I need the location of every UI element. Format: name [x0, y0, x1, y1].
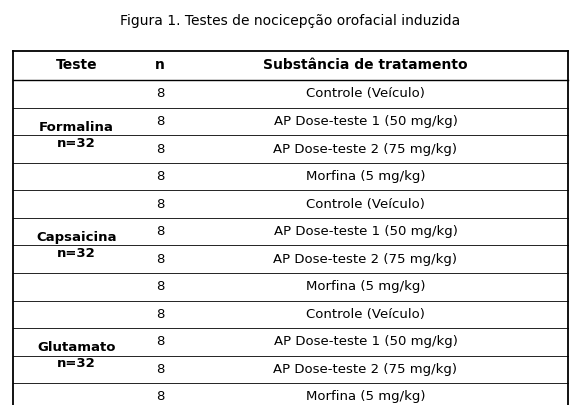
- Text: AP Dose-teste 1 (50 mg/kg): AP Dose-teste 1 (50 mg/kg): [274, 225, 457, 238]
- Text: Capsaicina
n=32: Capsaicina n=32: [37, 231, 117, 260]
- Text: 8: 8: [156, 198, 164, 211]
- Text: 8: 8: [156, 280, 164, 293]
- Text: AP Dose-teste 2 (75 mg/kg): AP Dose-teste 2 (75 mg/kg): [274, 143, 457, 156]
- Text: Glutamato
n=32: Glutamato n=32: [37, 341, 116, 370]
- Text: Controle (Veículo): Controle (Veículo): [306, 198, 425, 211]
- Text: n: n: [155, 58, 165, 72]
- Text: AP Dose-teste 1 (50 mg/kg): AP Dose-teste 1 (50 mg/kg): [274, 335, 457, 348]
- Text: 8: 8: [156, 335, 164, 348]
- Text: 8: 8: [156, 225, 164, 238]
- Text: 8: 8: [156, 253, 164, 266]
- Text: Formalina
n=32: Formalina n=32: [40, 121, 114, 150]
- Text: 8: 8: [156, 115, 164, 128]
- Text: 8: 8: [156, 87, 164, 100]
- Text: Teste: Teste: [56, 58, 98, 72]
- Text: 8: 8: [156, 170, 164, 183]
- Text: 8: 8: [156, 308, 164, 321]
- Text: 8: 8: [156, 143, 164, 156]
- Text: Figura 1. Testes de nocicepção orofacial induzida: Figura 1. Testes de nocicepção orofacial…: [120, 14, 461, 28]
- Text: AP Dose-teste 2 (75 mg/kg): AP Dose-teste 2 (75 mg/kg): [274, 253, 457, 266]
- Text: Controle (Veículo): Controle (Veículo): [306, 308, 425, 321]
- Text: AP Dose-teste 2 (75 mg/kg): AP Dose-teste 2 (75 mg/kg): [274, 363, 457, 376]
- Text: AP Dose-teste 1 (50 mg/kg): AP Dose-teste 1 (50 mg/kg): [274, 115, 457, 128]
- Text: Controle (Veículo): Controle (Veículo): [306, 87, 425, 100]
- Text: Morfina (5 mg/kg): Morfina (5 mg/kg): [306, 390, 425, 403]
- Text: 8: 8: [156, 363, 164, 376]
- Text: Substância de tratamento: Substância de tratamento: [263, 58, 468, 72]
- Text: 8: 8: [156, 390, 164, 403]
- Text: Morfina (5 mg/kg): Morfina (5 mg/kg): [306, 280, 425, 293]
- Text: Morfina (5 mg/kg): Morfina (5 mg/kg): [306, 170, 425, 183]
